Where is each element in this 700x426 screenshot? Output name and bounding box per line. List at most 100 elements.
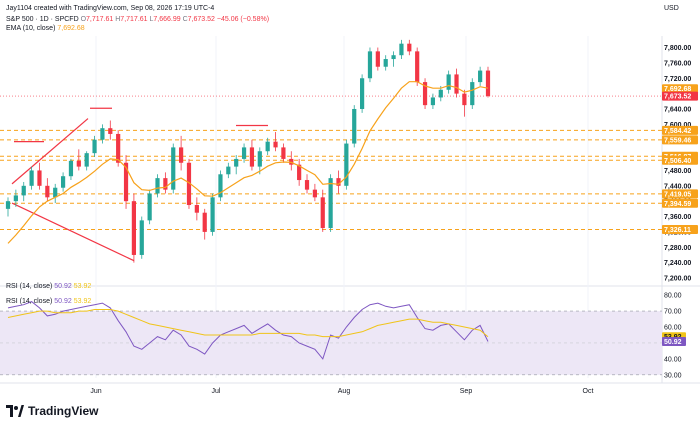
candle[interactable] — [194, 205, 199, 213]
rsi-legend-1[interactable]: RSI (14, close) 50.92 53.92 — [6, 283, 91, 290]
candle[interactable] — [367, 51, 373, 79]
candle[interactable] — [399, 43, 404, 56]
tradingview-logo-icon — [6, 405, 24, 417]
candle[interactable] — [462, 93, 467, 106]
candle[interactable] — [171, 147, 176, 190]
candle[interactable] — [407, 43, 412, 52]
y-tick-label: 7,640.00 — [664, 106, 691, 113]
open-label: O — [80, 16, 87, 23]
candle[interactable] — [273, 141, 278, 148]
trend-line[interactable] — [11, 118, 89, 185]
rsi-tick-label: 70.00 — [664, 309, 682, 316]
candle[interactable] — [336, 178, 341, 186]
change-value: −45.06 (−0.58%) — [216, 16, 270, 23]
ema-line[interactable] — [7, 81, 489, 244]
price-badge — [662, 91, 698, 101]
candle[interactable] — [202, 212, 207, 232]
candle[interactable] — [68, 160, 74, 177]
y-tick-label: 7,440.00 — [664, 183, 691, 190]
low-label: L — [149, 16, 154, 23]
price-badge-label: 7,419.05 — [664, 191, 691, 198]
candle[interactable] — [415, 51, 420, 83]
candle[interactable] — [37, 170, 42, 186]
candle[interactable] — [147, 193, 152, 221]
rsi-line[interactable] — [7, 301, 489, 360]
candle[interactable] — [123, 162, 129, 202]
candle[interactable] — [218, 174, 223, 198]
low-value: 7,666.99 — [153, 16, 181, 23]
candle[interactable] — [84, 153, 89, 167]
candle[interactable] — [76, 160, 81, 167]
price-badge — [662, 135, 698, 145]
candle[interactable] — [478, 70, 483, 83]
x-tick-label: Jun — [90, 388, 101, 395]
candle[interactable] — [108, 128, 113, 134]
x-tick-label: Oct — [583, 388, 594, 395]
candle[interactable] — [312, 189, 317, 198]
y-tick-label: 7,240.00 — [664, 260, 691, 267]
price-badge — [662, 155, 698, 165]
price-badge-label: 7,559.46 — [664, 137, 691, 144]
rsi-ma-line[interactable] — [7, 309, 489, 338]
candle[interactable] — [249, 147, 255, 167]
symbol-name: S&P 500 · 1D · SPCFD — [6, 16, 79, 23]
candle[interactable] — [179, 147, 184, 163]
candle[interactable] — [21, 185, 26, 196]
candle[interactable] — [155, 178, 160, 194]
candle[interactable] — [454, 74, 459, 94]
candle[interactable] — [5, 201, 11, 209]
candle[interactable] — [100, 128, 105, 140]
candle[interactable] — [375, 51, 380, 67]
rsi-ma-value-2: 53.92 — [73, 298, 92, 305]
candle[interactable] — [352, 108, 357, 144]
tradingview-brand: TradingView — [28, 404, 99, 418]
candle[interactable] — [320, 197, 325, 229]
candle[interactable] — [297, 164, 302, 181]
candle[interactable] — [60, 176, 66, 188]
candle[interactable] — [210, 197, 215, 232]
candle[interactable] — [438, 89, 443, 98]
candle[interactable] — [241, 147, 247, 159]
candle[interactable] — [328, 178, 333, 229]
x-tick-label: Jul — [212, 388, 221, 395]
candle[interactable] — [29, 170, 34, 186]
candle[interactable] — [234, 158, 239, 167]
currency-label: USD — [664, 5, 679, 12]
candle[interactable] — [13, 195, 18, 202]
candle[interactable] — [53, 187, 58, 198]
candle[interactable] — [485, 70, 491, 97]
candle[interactable] — [139, 220, 144, 255]
price-badge-label: 7,584.42 — [664, 128, 691, 135]
candle[interactable] — [422, 82, 428, 106]
price-badge-label: 7,394.59 — [664, 201, 691, 208]
rsi-tick-label: 40.00 — [664, 356, 682, 363]
candle[interactable] — [446, 74, 451, 90]
candle[interactable] — [359, 78, 365, 109]
candle[interactable] — [257, 151, 262, 167]
candle[interactable] — [265, 141, 270, 152]
candle[interactable] — [391, 55, 396, 60]
candle[interactable] — [186, 162, 192, 206]
high-label: H — [115, 16, 121, 23]
rsi-legend-2[interactable]: RSI (14, close) 50.92 53.92 — [6, 298, 91, 305]
candle[interactable] — [163, 178, 168, 190]
candle[interactable] — [226, 166, 231, 175]
candle[interactable] — [281, 147, 286, 159]
tradingview-logo[interactable]: TradingView — [6, 404, 98, 418]
trend-line[interactable] — [11, 202, 135, 262]
candle[interactable] — [383, 59, 388, 67]
candle[interactable] — [92, 139, 97, 154]
candle[interactable] — [116, 133, 121, 163]
close-value: 7,673.52 — [187, 16, 215, 23]
price-badge-label: 7,506.40 — [664, 158, 691, 165]
candle[interactable] — [344, 143, 349, 186]
ema-legend[interactable]: EMA (10, close) 7,692.68 — [6, 25, 85, 32]
candle[interactable] — [470, 82, 475, 106]
candle[interactable] — [131, 201, 137, 255]
rsi-badge-label: 50.92 — [664, 339, 682, 346]
candle[interactable] — [304, 180, 310, 190]
candle[interactable] — [430, 97, 436, 106]
symbol-legend[interactable]: S&P 500 · 1D · SPCFD O7,717.61 H7,717.61… — [6, 16, 269, 23]
candle[interactable] — [45, 185, 50, 198]
